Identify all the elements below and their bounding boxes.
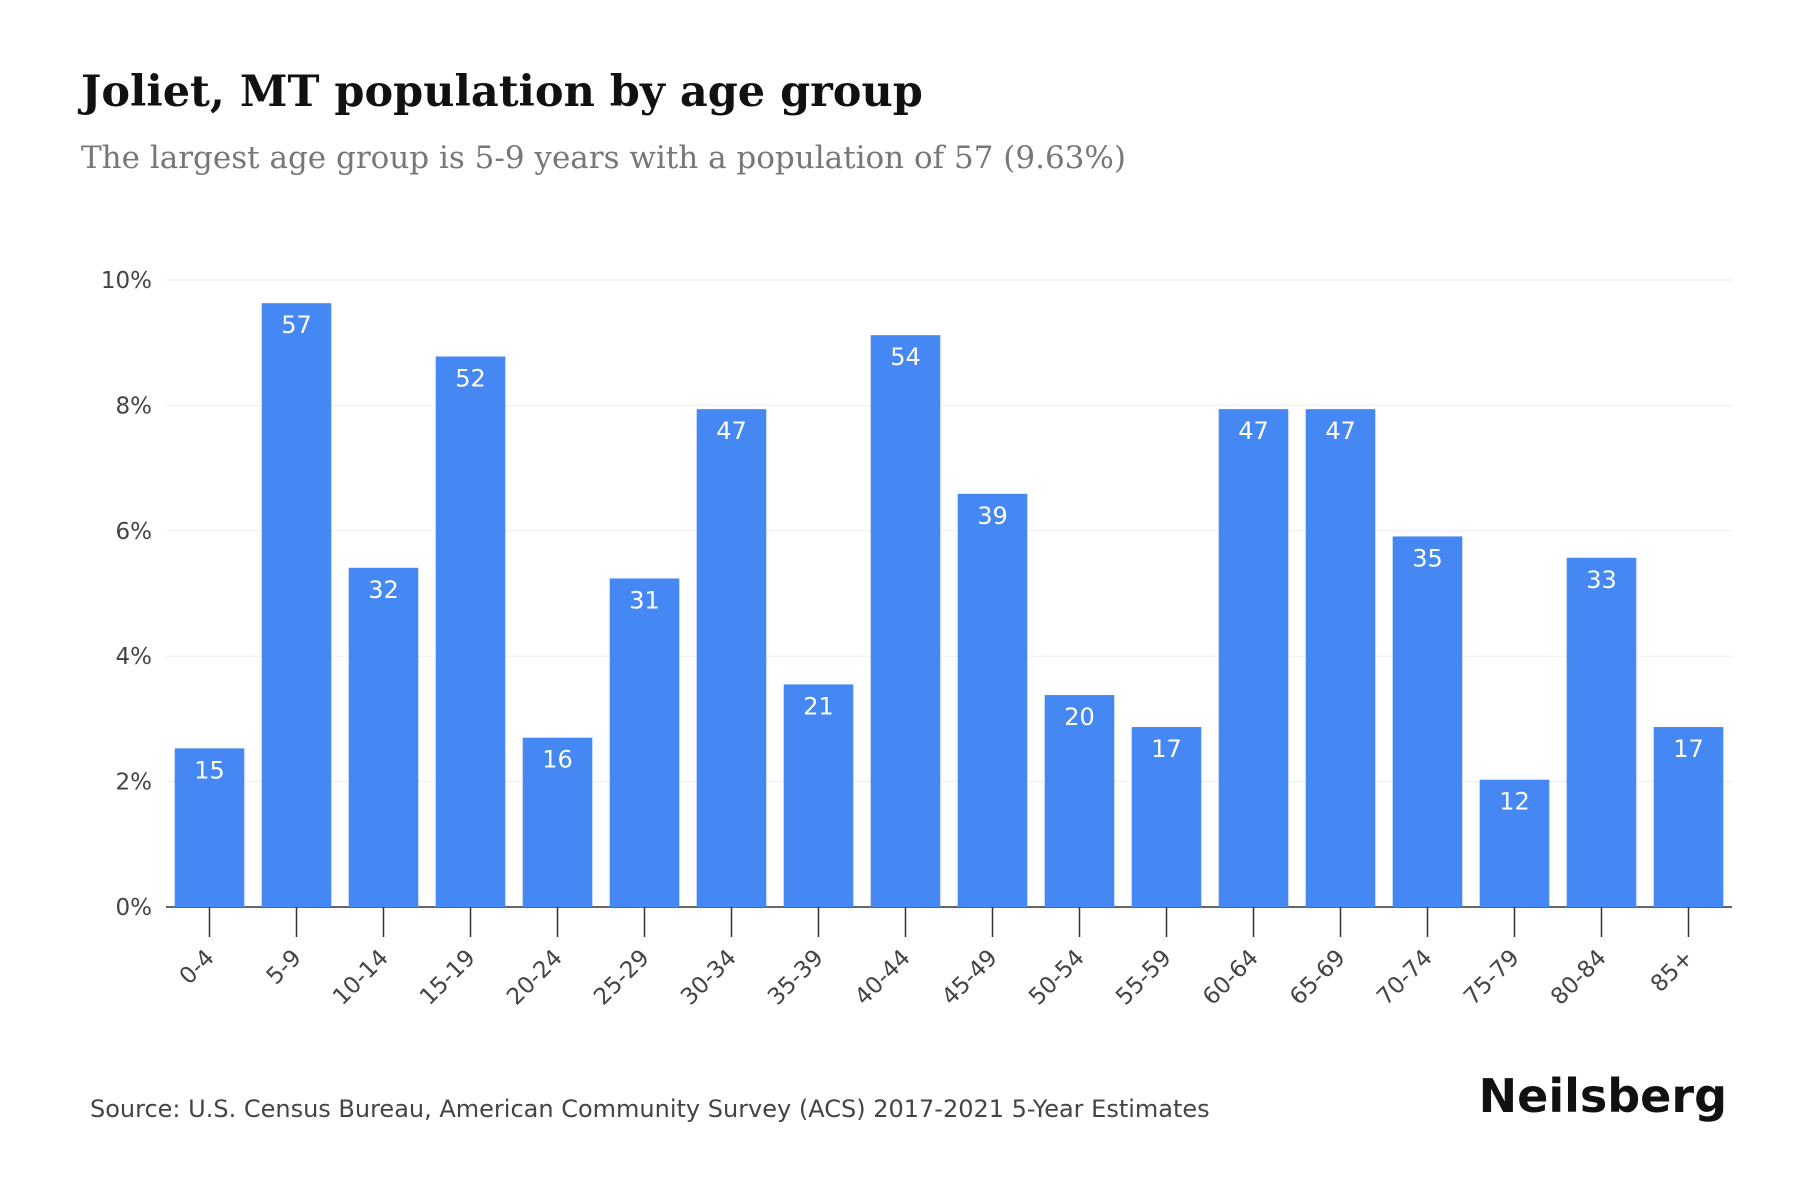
brand-logo: Neilsberg <box>1479 1069 1727 1123</box>
x-tick-label: 25-29 <box>589 945 655 1011</box>
bar <box>1653 727 1724 907</box>
data-label: 15 <box>194 756 225 784</box>
x-tick-label: 30-34 <box>676 945 742 1011</box>
data-label: 21 <box>803 692 834 720</box>
y-tick-label: 10% <box>101 268 152 294</box>
bar <box>696 409 767 907</box>
x-tick-label: 45-49 <box>937 945 1003 1011</box>
x-tick-label: 55-59 <box>1111 945 1177 1011</box>
x-tick-label: 80-84 <box>1546 945 1612 1011</box>
data-label: 47 <box>1238 417 1269 445</box>
y-tick-label: 2% <box>116 770 153 796</box>
bar <box>957 493 1028 907</box>
bar <box>1392 536 1463 907</box>
bar <box>348 567 419 907</box>
bar <box>870 335 941 907</box>
x-tick-label: 60-64 <box>1198 945 1264 1011</box>
x-tick-label: 5-9 <box>262 945 307 990</box>
bar <box>261 303 332 908</box>
bar <box>609 578 680 907</box>
data-label: 39 <box>977 502 1008 530</box>
data-label: 33 <box>1586 566 1617 594</box>
y-tick-label: 8% <box>116 393 153 419</box>
bar <box>1044 695 1115 907</box>
data-label: 47 <box>716 417 747 445</box>
bar <box>174 748 245 907</box>
data-label: 52 <box>455 364 486 392</box>
y-tick-label: 4% <box>116 644 153 670</box>
x-tick-label: 40-44 <box>850 945 916 1011</box>
x-tick-label: 20-24 <box>502 945 568 1011</box>
bar <box>1566 557 1637 907</box>
chart-subtitle: The largest age group is 5-9 years with … <box>81 140 1126 176</box>
bar <box>1305 409 1376 907</box>
x-tick-label: 75-79 <box>1459 945 1525 1011</box>
bar <box>783 684 854 907</box>
data-label: 20 <box>1064 703 1095 731</box>
data-label: 12 <box>1499 788 1530 816</box>
chart-title: Joliet, MT population by age group <box>77 67 923 117</box>
data-label: 57 <box>281 311 312 339</box>
x-tick-label: 10-14 <box>328 945 394 1011</box>
data-label: 16 <box>542 746 573 774</box>
x-tick-label: 50-54 <box>1024 945 1090 1011</box>
data-label: 31 <box>629 586 660 614</box>
bar <box>1218 409 1289 907</box>
y-tick-label: 6% <box>116 519 153 545</box>
x-tick-label: 0-4 <box>175 945 220 990</box>
data-label: 17 <box>1151 735 1182 763</box>
data-label: 35 <box>1412 544 1443 572</box>
x-tick-label: 15-19 <box>415 945 481 1011</box>
data-label: 47 <box>1325 417 1356 445</box>
data-label: 17 <box>1673 735 1704 763</box>
bar <box>435 356 506 907</box>
data-label: 32 <box>368 576 399 604</box>
x-tick-label: 35-39 <box>763 945 829 1011</box>
x-tick-label: 70-74 <box>1372 945 1438 1011</box>
bar <box>1131 727 1202 907</box>
bar <box>522 737 593 907</box>
source: Source: U.S. Census Bureau, American Com… <box>90 1095 1210 1123</box>
data-label: 54 <box>890 343 921 371</box>
y-tick-label: 0% <box>116 895 153 921</box>
bar <box>1479 779 1550 907</box>
x-tick-label: 85+ <box>1646 945 1699 998</box>
x-tick-label: 65-69 <box>1285 945 1351 1011</box>
